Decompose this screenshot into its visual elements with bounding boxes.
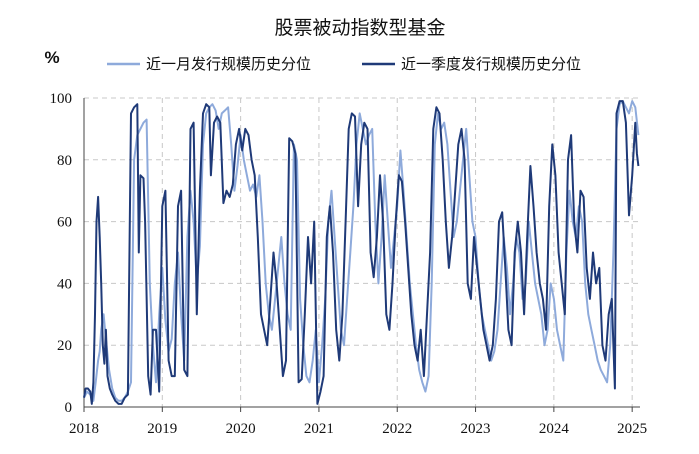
x-tick-label: 2023: [461, 421, 491, 437]
series-lines: [83, 100, 640, 405]
chart-title: 股票被动指数型基金: [274, 17, 445, 39]
y-tick-label: 0: [65, 400, 73, 416]
x-tick-label: 2024: [539, 421, 570, 437]
series-line-monthly: [83, 100, 640, 402]
legend: 近一月发行规模历史分位 近一季度发行规模历史分位: [107, 55, 581, 73]
tick-labels: 0 20 40 60 80 100 2018 2019 2020 2021 2022 2023 2024…: [50, 91, 648, 437]
x-tick-label: 2018: [69, 421, 99, 437]
x-tick-label: 2020: [226, 421, 256, 437]
series-line-quarterly: [83, 100, 640, 405]
y-tick-label: 60: [57, 215, 72, 231]
x-tick-label: 2022: [382, 421, 412, 437]
legend-label-quarterly: 近一季度发行规模历史分位: [401, 55, 581, 73]
y-tick-label: 40: [57, 276, 72, 292]
legend-label-monthly: 近一月发行规模历史分位: [146, 55, 311, 73]
y-axis-unit: %: [44, 48, 59, 67]
x-tick-label: 2019: [147, 421, 177, 437]
axes: [83, 98, 640, 412]
y-tick-label: 20: [57, 338, 72, 354]
y-tick-label: 80: [57, 153, 72, 169]
x-tick-label: 2025: [617, 421, 647, 437]
x-tick-label: 2021: [304, 421, 334, 437]
y-tick-label: 100: [50, 91, 73, 107]
